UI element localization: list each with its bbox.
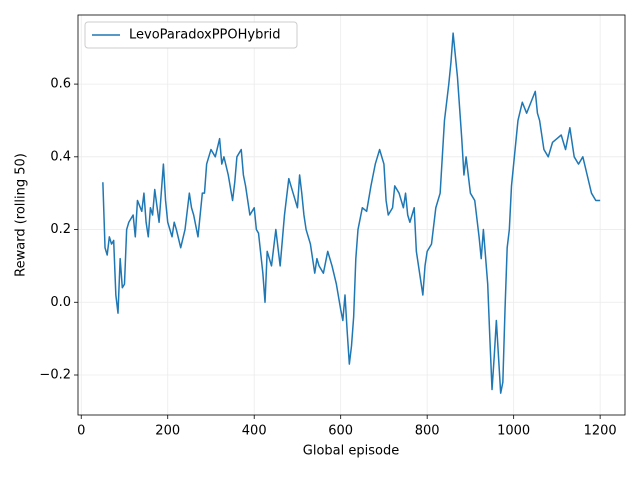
x-tick-label: 600 xyxy=(328,424,353,439)
x-tick-label: 1000 xyxy=(497,424,530,439)
x-tick-label: 0 xyxy=(77,424,85,439)
legend-box xyxy=(84,21,298,49)
y-tick-label: 0.4 xyxy=(50,149,71,164)
plot-frame xyxy=(77,14,626,416)
y-tick-label: 0.0 xyxy=(50,295,71,310)
y-axis-label: Reward (rolling 50) xyxy=(14,153,29,277)
line-series xyxy=(102,32,601,394)
legend-label: LevoParadoxPPOHybrid xyxy=(129,28,281,43)
y-tick-label: −0.2 xyxy=(39,368,71,383)
y-tick-label: 0.6 xyxy=(50,77,71,92)
x-tick-label: 400 xyxy=(242,424,267,439)
x-tick-label: 1200 xyxy=(584,424,617,439)
x-tick-label: 800 xyxy=(415,424,440,439)
x-tick-label: 200 xyxy=(155,424,180,439)
x-axis-label: Global episode xyxy=(303,444,399,459)
y-tick-label: 0.2 xyxy=(50,222,71,237)
